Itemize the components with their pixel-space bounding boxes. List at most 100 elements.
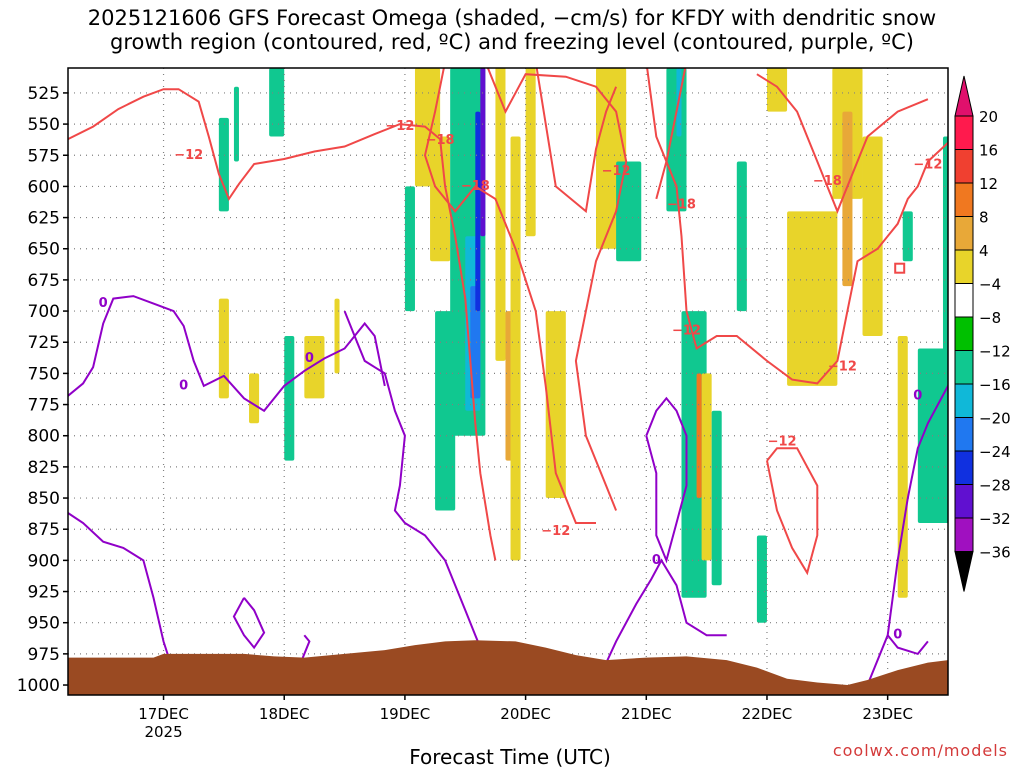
dgz-contour-label: −12 bbox=[541, 524, 570, 539]
dgz-contour bbox=[535, 68, 618, 214]
omega-cell bbox=[616, 161, 642, 262]
colorbar-label: −12 bbox=[979, 343, 1011, 361]
omega-cell bbox=[862, 136, 883, 337]
y-tick-label: 650 bbox=[28, 240, 60, 260]
freezing-contour bbox=[595, 558, 727, 686]
omega-cell bbox=[480, 68, 486, 237]
x-year-label: 2025 bbox=[144, 723, 182, 741]
dgz-contour-label: −18 bbox=[426, 133, 455, 148]
dgz-contour-label: −12 bbox=[602, 164, 631, 179]
dgz-contour-label: −12 bbox=[913, 158, 942, 173]
colorbar-label: 20 bbox=[979, 108, 998, 126]
omega-cell bbox=[404, 186, 415, 312]
colorbar-label: −36 bbox=[979, 544, 1011, 562]
y-tick-label: 700 bbox=[28, 302, 60, 322]
colorbar-swatch bbox=[954, 316, 974, 351]
omega-cell bbox=[756, 535, 767, 623]
dgz-contour-label: −18 bbox=[667, 198, 696, 213]
freezing-contour-label: 0 bbox=[913, 388, 922, 403]
y-tick-label: 1000 bbox=[17, 676, 60, 696]
omega-cell bbox=[736, 161, 747, 312]
colorbar-label: 4 bbox=[979, 242, 989, 260]
omega-cell bbox=[284, 336, 295, 461]
plot-frame bbox=[67, 67, 949, 696]
colorbar-label: −28 bbox=[979, 477, 1011, 495]
colorbar-swatch bbox=[954, 450, 974, 485]
freezing-contour bbox=[232, 597, 266, 650]
colorbar-label: −20 bbox=[979, 410, 1011, 428]
colorbar-swatch bbox=[954, 517, 974, 552]
x-tick-label: 22DEC bbox=[742, 705, 793, 723]
freezing-contour-label: 0 bbox=[179, 378, 188, 393]
colorbar-label: 8 bbox=[979, 209, 989, 227]
freezing-contour-label: 0 bbox=[305, 351, 314, 366]
omega-cell bbox=[218, 298, 229, 399]
x-tick-label: 18DEC bbox=[259, 705, 310, 723]
dgz-contour bbox=[894, 262, 906, 274]
y-tick-label: 875 bbox=[28, 520, 60, 540]
colorbar: 20 16 12 8 4 −4 −8 −12 −16 −20 −24 −28 −32 −36 bbox=[954, 75, 1011, 592]
colorbar-swatch bbox=[954, 350, 974, 385]
dgz-contour bbox=[766, 447, 819, 576]
omega-cell bbox=[696, 373, 702, 499]
omega-cell bbox=[510, 136, 521, 561]
y-tick-label: 800 bbox=[28, 427, 60, 447]
omega-cell bbox=[218, 117, 229, 212]
colorbar-bottom-arrow bbox=[954, 551, 974, 592]
colorbar-swatch bbox=[954, 249, 974, 284]
x-axis-label: Forecast Time (UTC) bbox=[409, 745, 611, 769]
colorbar-swatch bbox=[954, 182, 974, 217]
freezing-contour-label: 0 bbox=[99, 296, 108, 311]
freezing-contour bbox=[68, 295, 386, 413]
dgz-contour-label: −12 bbox=[672, 324, 701, 339]
colorbar-swatch bbox=[954, 283, 974, 318]
colorbar-swatch bbox=[954, 216, 974, 251]
x-axis: 17DEC 18DEC 19DEC 20DEC 21DEC 22DEC 23DEC 2025 bbox=[138, 695, 913, 741]
omega-cell bbox=[525, 68, 536, 237]
y-axis: 525 550 575 600 625 650 675 700 725 750 775 800 825 8… bbox=[17, 84, 68, 696]
dgz-contour-label: −12 bbox=[768, 434, 797, 449]
colorbar-swatch bbox=[954, 115, 974, 150]
omega-cell bbox=[545, 311, 566, 499]
omega-cell bbox=[470, 286, 481, 399]
x-tick-label: 19DEC bbox=[380, 705, 431, 723]
y-tick-label: 925 bbox=[28, 583, 60, 603]
omega-shading bbox=[218, 68, 948, 623]
freezing-contour bbox=[866, 383, 948, 686]
grid bbox=[68, 68, 948, 695]
y-tick-label: 975 bbox=[28, 645, 60, 665]
y-tick-label: 625 bbox=[28, 209, 60, 229]
colorbar-label: 16 bbox=[979, 142, 998, 160]
dgz-contour bbox=[486, 68, 628, 511]
freezing-contour bbox=[68, 512, 175, 673]
y-tick-label: 575 bbox=[28, 146, 60, 166]
dgz-contour-label: −12 bbox=[385, 119, 414, 134]
omega-cell bbox=[842, 111, 853, 287]
colorbar-swatch bbox=[954, 417, 974, 452]
omega-cell bbox=[475, 111, 481, 312]
dgz-contour-label: −18 bbox=[461, 179, 490, 194]
omega-cell bbox=[942, 136, 948, 399]
chart-title-line2: growth region (contoured, red, ºC) and f… bbox=[110, 30, 914, 54]
colorbar-swatch bbox=[954, 149, 974, 184]
colorbar-label: −32 bbox=[979, 510, 1011, 528]
omega-cell bbox=[269, 68, 285, 137]
colorbar-label: −4 bbox=[979, 276, 1001, 294]
omega-cell bbox=[495, 68, 506, 361]
y-tick-label: 775 bbox=[28, 396, 60, 416]
dgz-contour bbox=[655, 68, 687, 200]
freezing-contour-label: 0 bbox=[652, 553, 661, 568]
x-tick-label: 23DEC bbox=[862, 705, 913, 723]
omega-cell bbox=[766, 68, 788, 112]
colorbar-swatch bbox=[954, 383, 974, 418]
omega-cell bbox=[902, 211, 913, 262]
dgz-contour bbox=[68, 88, 497, 561]
colorbar-label: −16 bbox=[979, 376, 1011, 394]
y-tick-label: 525 bbox=[28, 84, 60, 104]
omega-cell bbox=[334, 298, 340, 374]
y-tick-label: 675 bbox=[28, 271, 60, 291]
x-tick-label: 20DEC bbox=[500, 705, 551, 723]
omega-cell bbox=[249, 373, 260, 424]
x-tick-label: 21DEC bbox=[621, 705, 672, 723]
freezing-contour bbox=[343, 310, 487, 661]
